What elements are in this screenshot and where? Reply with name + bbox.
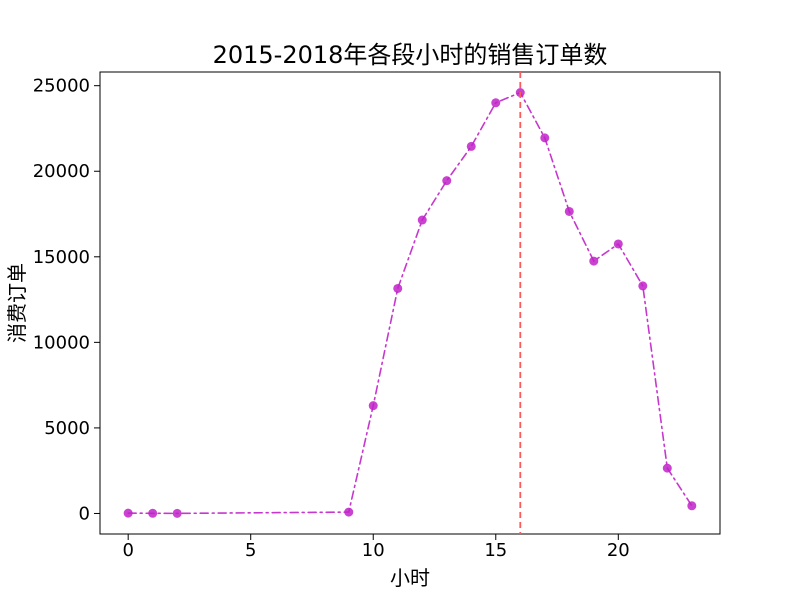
x-axis-label: 小时 — [390, 566, 430, 590]
data-point — [564, 206, 574, 216]
data-point — [368, 401, 378, 411]
y-tick-label: 15000 — [33, 247, 90, 268]
data-point — [148, 508, 158, 518]
data-point — [442, 176, 452, 186]
data-point — [417, 215, 427, 225]
series-layer — [123, 72, 697, 534]
x-tick-label: 20 — [607, 540, 630, 561]
x-axis: 0 5 10 15 20 — [122, 534, 630, 561]
plot-area: 0 5 10 15 20 0 5000 10000 15000 20000 25000 — [33, 71, 721, 561]
x-tick-label: 10 — [362, 540, 385, 561]
y-tick-label: 25000 — [33, 76, 90, 97]
chart-title: 2015-2018年各段小时的销售订单数 — [213, 41, 608, 69]
y-axis: 0 5000 10000 15000 20000 25000 — [33, 76, 100, 524]
y-tick-label: 0 — [79, 503, 90, 524]
data-point — [393, 283, 403, 293]
y-tick-label: 5000 — [44, 418, 90, 439]
data-point — [466, 141, 476, 151]
data-point — [123, 508, 133, 518]
data-point — [540, 133, 550, 143]
y-tick-label: 20000 — [33, 161, 90, 182]
data-point — [613, 239, 623, 249]
x-tick-label: 15 — [484, 540, 507, 561]
y-axis-label: 消费订单 — [5, 263, 29, 343]
data-point — [662, 463, 672, 473]
x-tick-label: 0 — [122, 540, 133, 561]
data-point — [589, 256, 599, 266]
data-point — [491, 98, 501, 108]
axes-frame — [99, 71, 721, 535]
y-tick-label: 10000 — [33, 332, 90, 353]
data-point — [687, 501, 697, 511]
data-point — [638, 281, 648, 291]
series-line — [127, 91, 693, 515]
data-point — [172, 508, 182, 518]
data-point — [344, 507, 354, 517]
x-tick-label: 5 — [245, 540, 256, 561]
